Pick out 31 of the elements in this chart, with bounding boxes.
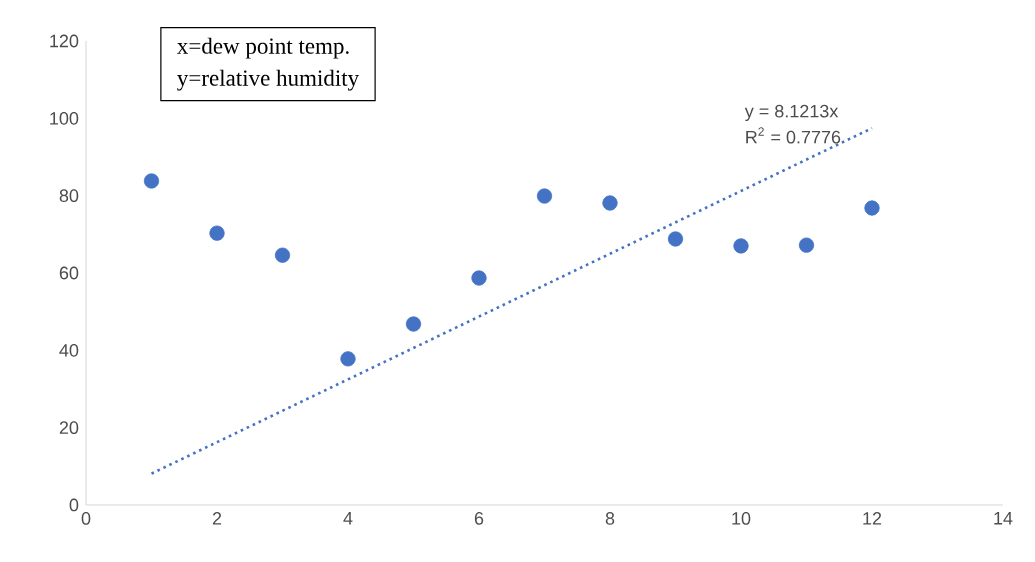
y-tick-label: 80 [59,189,79,203]
y-tick-label: 60 [59,266,79,280]
point [143,173,160,189]
y-tick-label: 0 [69,498,79,512]
y-tick-label: 120 [50,34,79,48]
annotation: R$^{2}$ = 0.7776 [746,127,841,144]
x-tick-label: 8 [605,512,615,525]
annotation: x=dew point temp. [177,37,349,59]
point [274,247,291,263]
point [667,231,684,247]
x-tick-label: 2 [212,512,222,525]
y-tick-label: 40 [59,343,79,357]
x-tick-label: 12 [863,512,882,525]
point [864,200,880,216]
x-tick-label: 6 [474,512,484,525]
x-tick-label: 0 [81,512,91,525]
y-tick-label: 100 [50,111,79,125]
point [471,270,487,286]
point [536,188,553,204]
x-tick-label: 14 [994,512,1013,525]
point [405,316,422,332]
point [733,238,749,254]
x-tick-label: 10 [732,512,751,525]
point [340,351,356,367]
point [209,225,225,241]
point [602,195,618,211]
point [798,237,815,253]
x-tick-label: 4 [343,512,353,525]
y-tick-label: 20 [59,421,79,435]
annotation: y = 8.1213x [744,104,839,122]
annotation: y=relative humidity [177,69,360,91]
